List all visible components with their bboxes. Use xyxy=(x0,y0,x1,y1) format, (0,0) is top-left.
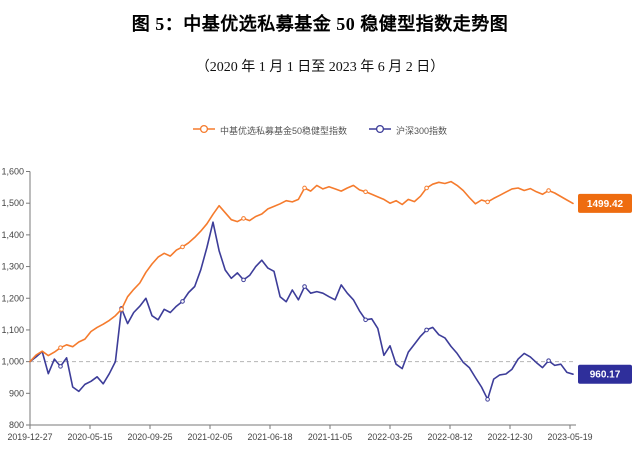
y-tick-label: 1,100 xyxy=(1,325,24,335)
series-point-marker xyxy=(363,189,368,195)
legend-label-fund-index: 中基优选私募基金50稳健型指数 xyxy=(219,125,347,136)
series-point-marker xyxy=(241,216,246,221)
fund-series-line xyxy=(29,180,574,363)
x-tick-label: 2022-03-25 xyxy=(368,432,413,442)
series-point-marker xyxy=(424,327,429,333)
x-tick-label: 2020-09-25 xyxy=(128,432,173,442)
series-point-marker xyxy=(302,284,307,289)
y-tick-label: 1,300 xyxy=(1,262,24,272)
y-tick-label: 900 xyxy=(9,388,24,398)
y-tick-label: 1,200 xyxy=(1,293,24,303)
csi300-series-line xyxy=(29,221,574,401)
series-point-marker xyxy=(180,244,185,250)
legend-label-csi300: 沪深300指数 xyxy=(395,125,448,136)
fund-end-value-label-text: 1499.42 xyxy=(587,199,624,210)
series-point-marker xyxy=(180,299,185,304)
legend-marker-circle xyxy=(199,124,209,134)
csi300-end-value-label-text: 960.17 xyxy=(590,370,621,381)
series-point-marker xyxy=(58,345,63,350)
legend-item-csi300[interactable]: 沪深300指数 xyxy=(368,121,448,139)
fund-line-marker-icon xyxy=(192,121,215,139)
y-tick-label: 800 xyxy=(9,420,24,430)
x-tick-label: 2022-08-12 xyxy=(428,432,473,442)
legend-marker-circle xyxy=(375,124,385,134)
y-tick-label: 1,000 xyxy=(1,357,24,367)
x-tick-label: 2021-11-05 xyxy=(308,432,352,442)
y-tick-label: 1,600 xyxy=(1,167,24,177)
series-point-marker xyxy=(302,185,307,191)
fund-end-value-label xyxy=(578,193,632,213)
y-tick-label: 1,500 xyxy=(1,198,24,208)
trend-line-chart: 1,600 1,500 1,400 1,300 1,200 1,100 1,000 900 80… xyxy=(1,167,632,442)
series-point-marker xyxy=(546,358,551,363)
series-point-marker xyxy=(424,185,429,191)
x-tick-label: 2021-06-18 xyxy=(248,432,293,442)
figure-title: 图 5：中基优选私募基金 50 稳健型指数走势图 xyxy=(131,14,509,34)
series-point-marker xyxy=(119,307,124,312)
x-tick-label: 2019-12-27 xyxy=(8,432,53,442)
series-point-marker xyxy=(546,188,551,193)
chart-legend: 中基优选私募基金50稳健型指数 沪深300指数 xyxy=(0,121,640,139)
series-point-marker xyxy=(363,317,368,323)
legend-item-fund-index[interactable]: 中基优选私募基金50稳健型指数 xyxy=(192,121,347,139)
y-tick-label: 1,400 xyxy=(1,230,24,240)
series-point-marker xyxy=(241,277,246,283)
x-tick-label: 2023-05-19 xyxy=(548,432,593,442)
series-point-marker xyxy=(485,199,490,205)
x-tick-label: 2020-05-15 xyxy=(68,432,113,442)
x-tick-label: 2022-12-30 xyxy=(488,432,533,442)
series-point-marker xyxy=(58,364,63,369)
series-point-marker xyxy=(485,397,490,402)
x-tick-label: 2021-02-05 xyxy=(188,432,233,442)
figure-subtitle: （2020 年 1 月 1 日至 2023 年 6 月 2 日） xyxy=(195,60,445,75)
csi300-line-marker-icon xyxy=(368,121,391,139)
csi300-end-value-label xyxy=(578,364,632,384)
